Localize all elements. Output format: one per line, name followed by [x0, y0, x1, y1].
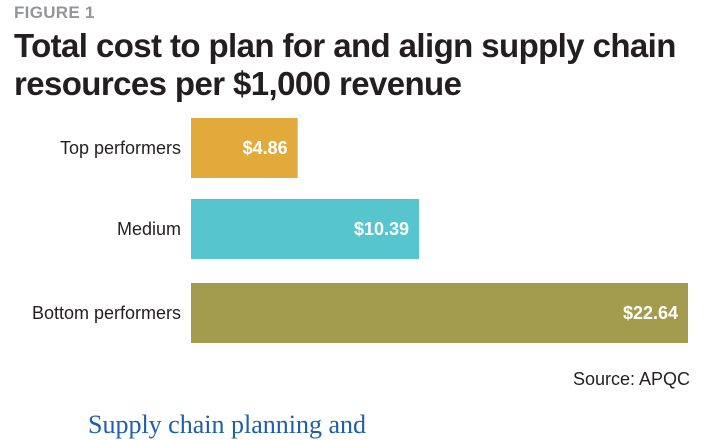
bar-bottom-performers [191, 283, 688, 343]
category-label-medium: Medium [117, 219, 181, 239]
value-label-medium: $10.39 [354, 219, 409, 239]
footer-cutoff-text: Supply chain planning and [88, 410, 367, 439]
value-label-bottom-performers: $22.64 [623, 303, 678, 323]
bar-medium [191, 199, 420, 259]
category-label-bottom-performers: Bottom performers [32, 303, 181, 323]
chart-title: Total cost to plan for and align supply … [14, 27, 676, 102]
bar-chart: Top performers $4.86 Medium $10.39 Bottom pe… [32, 118, 688, 343]
category-label-top-performers: Top performers [60, 138, 181, 158]
figure-label: FIGURE 1 [14, 3, 95, 22]
bar-top-performers [191, 118, 298, 178]
source-note: Source: APQC [572, 369, 690, 389]
value-label-top-performers: $4.86 [243, 138, 288, 158]
